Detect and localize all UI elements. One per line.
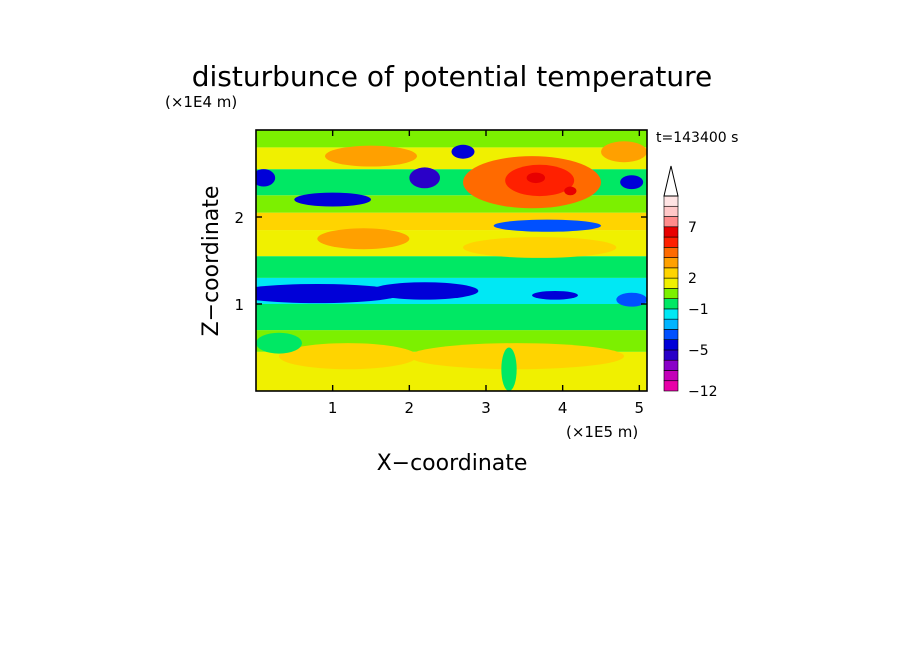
chart-title: disturbunce of potential temperature: [192, 60, 713, 93]
field-feature-3: [616, 292, 647, 307]
field-band-2: [256, 304, 647, 331]
colorbar-swatch-1: [663, 370, 679, 382]
colorbar-swatch-4: [663, 339, 679, 351]
plot-area: [256, 130, 647, 391]
field-band-4: [256, 256, 647, 278]
field-feature-14: [601, 141, 647, 163]
colorbar-label-3: 2: [688, 271, 697, 287]
y-axis-label: Z−coordinate: [199, 186, 224, 337]
field-feature-4: [294, 192, 371, 207]
field-feature-15: [620, 175, 644, 190]
colorbar-swatch-8: [663, 298, 679, 310]
colorbar-label-0: −12: [688, 384, 718, 400]
x-tick-label-3: 3: [481, 399, 491, 417]
colorbar-swatch-5: [663, 329, 679, 340]
colorbar-label-4: 7: [688, 220, 697, 236]
field-feature-20: [256, 332, 302, 354]
colorbar-swatch-6: [663, 318, 679, 330]
plot-frame: [255, 129, 648, 392]
colorbar-swatch-13: [663, 247, 679, 258]
colorbar-swatch-2: [663, 359, 679, 371]
colorbar-swatch-3: [663, 349, 679, 361]
colorbar-swatch-10: [663, 277, 679, 289]
colorbar-label-2: −1: [688, 302, 709, 318]
colorbar-swatch-17: [663, 205, 679, 217]
x-tick-label-1: 1: [328, 399, 338, 417]
field-feature-12: [325, 145, 417, 167]
x-tick-label-2: 2: [405, 399, 415, 417]
colorbar-swatch-14: [663, 236, 679, 248]
x-unit-label: (×1E5 m): [566, 423, 638, 441]
field-feature-21: [463, 237, 617, 258]
colorbar-swatch-7: [663, 308, 679, 320]
colorbar-swatch-16: [663, 216, 679, 228]
time-label: t=143400 s: [656, 130, 738, 146]
colorbar-swatch-9: [663, 288, 679, 299]
field-feature-0: [256, 283, 402, 304]
colorbar-extend-arrow: [663, 165, 679, 197]
field-feature-13: [493, 219, 601, 232]
field-band-10: [256, 130, 647, 148]
x-axis-label: X−coordinate: [377, 451, 528, 476]
field-feature-17: [279, 343, 417, 370]
x-tick-label-4: 4: [558, 399, 568, 417]
field-feature-2: [532, 290, 578, 300]
y-tick-label-2: 2: [234, 209, 244, 227]
colorbar-swatch-12: [663, 257, 679, 269]
y-axis: 12: [234, 209, 647, 314]
colorbar-label-1: −5: [688, 343, 709, 359]
field-feature-10: [526, 172, 546, 184]
field-feature-1: [371, 282, 479, 300]
colorbar-swatch-15: [663, 226, 679, 238]
colorbar: −12−5−127: [663, 165, 718, 400]
field-feature-5: [409, 167, 440, 189]
field-feature-19: [501, 347, 517, 391]
y-unit-label: (×1E4 m): [165, 93, 237, 111]
field-feature-6: [256, 169, 276, 187]
field-band-9: [256, 147, 647, 170]
field-feature-18: [409, 343, 624, 370]
colorbar-swatch-18: [663, 195, 679, 207]
field-feature-16: [317, 228, 410, 250]
x-axis: 1 2 3 4 5: [328, 130, 644, 417]
colorbar-swatch-11: [663, 267, 679, 279]
field-feature-11: [564, 186, 577, 196]
x-tick-label-5: 5: [635, 399, 645, 417]
field-feature-7: [451, 144, 475, 159]
colorbar-swatch-0: [663, 380, 679, 392]
y-tick-label-1: 1: [234, 296, 244, 314]
